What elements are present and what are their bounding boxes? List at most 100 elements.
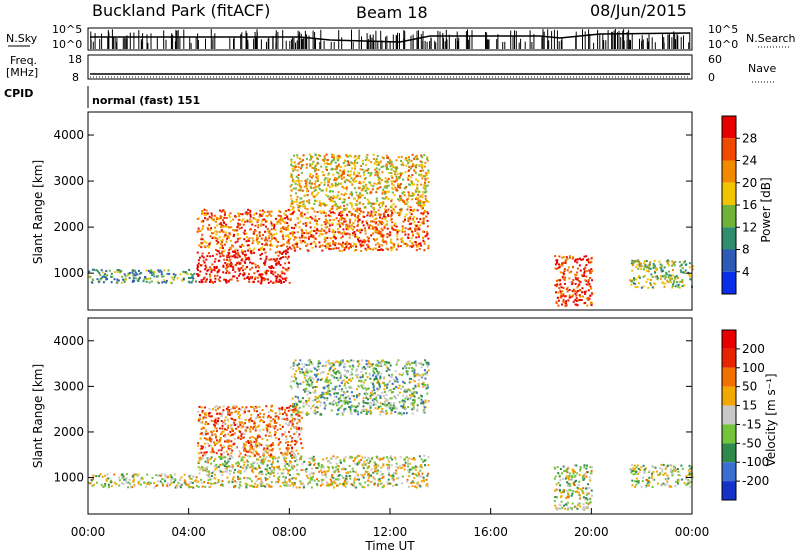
data-cell	[221, 244, 224, 247]
data-cell	[417, 221, 420, 223]
data-cell	[249, 484, 252, 487]
data-cell	[265, 242, 268, 245]
data-cell	[565, 295, 567, 298]
data-cell	[309, 216, 312, 219]
data-cell	[355, 486, 358, 489]
data-cell	[229, 220, 232, 223]
data-cell	[389, 231, 392, 234]
data-cell	[383, 186, 386, 189]
data-cell	[95, 475, 98, 478]
data-cell	[305, 229, 308, 232]
data-cell	[248, 428, 251, 431]
data-cell	[343, 201, 346, 204]
data-cell	[237, 465, 240, 467]
data-cell	[385, 164, 388, 167]
data-cell	[208, 407, 211, 410]
data-cell	[672, 283, 675, 286]
data-cell	[285, 481, 288, 484]
data-cell	[242, 218, 245, 221]
data-cell	[210, 430, 213, 433]
data-cell	[642, 275, 645, 278]
data-cell	[293, 408, 296, 411]
data-cell	[102, 271, 105, 274]
data-cell	[259, 209, 262, 212]
data-cell	[578, 294, 581, 297]
data-cell	[227, 424, 230, 427]
data-cell	[303, 185, 306, 188]
beam-label: Beam 18	[356, 3, 428, 22]
data-cell	[375, 221, 378, 224]
data-cell	[230, 263, 233, 266]
data-cell	[283, 228, 286, 230]
data-cell	[388, 234, 391, 237]
data-cell	[89, 276, 92, 279]
data-cell	[229, 264, 232, 267]
data-cell	[418, 466, 421, 468]
data-cell	[342, 467, 345, 469]
data-cell	[293, 419, 296, 422]
data-cell	[557, 299, 560, 302]
data-cell	[671, 260, 674, 263]
data-cell	[215, 427, 218, 430]
data-cell	[249, 445, 252, 448]
data-cell	[370, 184, 373, 187]
data-cell	[243, 254, 246, 256]
data-cell	[643, 262, 646, 265]
data-cell	[413, 408, 415, 410]
data-cell	[348, 457, 351, 460]
data-cell	[404, 215, 406, 218]
data-cell	[688, 273, 691, 276]
data-cell	[352, 460, 355, 462]
data-cell	[350, 161, 353, 164]
data-cell	[422, 230, 424, 233]
data-cell	[394, 411, 397, 413]
data-cell	[281, 219, 283, 222]
data-cell	[291, 424, 294, 427]
data-cell	[278, 278, 281, 281]
data-cell	[327, 195, 329, 198]
data-cell	[325, 247, 328, 249]
data-cell	[298, 433, 301, 436]
data-cell	[323, 178, 326, 181]
data-cell	[422, 222, 425, 225]
data-cell	[411, 174, 414, 176]
data-cell	[299, 167, 302, 170]
data-cell	[125, 479, 127, 482]
data-cell	[363, 408, 366, 411]
data-cell	[199, 421, 202, 424]
data-cell	[240, 485, 243, 488]
data-cell	[416, 163, 419, 166]
data-cell	[328, 242, 331, 245]
data-cell	[200, 428, 203, 430]
data-cell	[258, 467, 261, 469]
data-cell	[243, 470, 246, 473]
data-cell	[290, 441, 293, 443]
data-cell	[267, 459, 270, 462]
data-cell	[111, 275, 114, 278]
data-cell	[296, 154, 299, 157]
data-cell	[325, 153, 328, 156]
data-cell	[281, 272, 284, 275]
data-cell	[233, 275, 236, 278]
data-cell	[405, 213, 408, 216]
data-cell	[233, 442, 236, 445]
data-cell	[386, 161, 389, 163]
data-cell	[219, 437, 222, 440]
data-cell	[288, 281, 291, 284]
data-cell	[352, 234, 355, 237]
data-cell	[297, 166, 300, 169]
data-cell	[249, 417, 252, 420]
data-cell	[362, 410, 365, 412]
data-cell	[410, 361, 413, 364]
data-cell	[277, 481, 280, 483]
data-cell	[310, 471, 313, 474]
data-cell	[229, 233, 231, 236]
data-cell	[388, 162, 391, 165]
data-cell	[570, 270, 573, 273]
data-cell	[248, 247, 251, 250]
data-cell	[257, 224, 260, 226]
data-cell	[359, 243, 362, 246]
data-cell	[255, 443, 258, 446]
data-cell	[388, 374, 391, 377]
data-cell	[123, 478, 126, 481]
